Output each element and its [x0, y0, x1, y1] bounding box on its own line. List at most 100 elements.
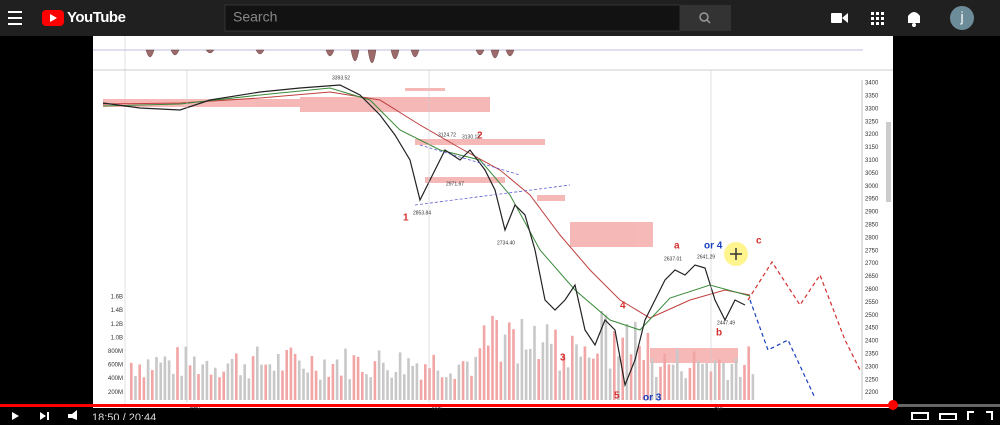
progress-remaining[interactable]: [893, 404, 1000, 407]
volume-bar: [398, 352, 402, 400]
fullscreen-button[interactable]: [967, 411, 993, 420]
volume-bar: [453, 378, 456, 400]
volume-axis-label: 1.4B: [111, 308, 123, 314]
price-axis-label: 2350: [865, 351, 879, 357]
volume-bar: [432, 354, 435, 400]
volume-bar: [629, 354, 633, 400]
volume-bar: [440, 377, 444, 400]
volume-bar: [159, 362, 162, 400]
price-axis-label: 2550: [865, 300, 879, 306]
volume-bar: [625, 324, 629, 400]
volume-bar: [310, 355, 314, 400]
apps-button[interactable]: [871, 12, 884, 25]
miniplayer-button[interactable]: [911, 412, 929, 421]
volume-bar: [659, 366, 662, 400]
volume-bar: [201, 364, 204, 400]
volume-bar: [667, 364, 671, 400]
volume-bar: [188, 365, 192, 400]
volume-bar: [369, 377, 372, 400]
play-button[interactable]: [12, 412, 19, 420]
volume-axis-label: 400M: [108, 376, 123, 382]
indicator-spike: [255, 49, 265, 55]
volume-bar: [138, 364, 141, 400]
volume-bar: [407, 358, 410, 400]
search-button[interactable]: [680, 5, 731, 31]
volume-bar: [730, 363, 734, 400]
volume-bar: [642, 360, 645, 400]
volume-bar: [281, 370, 284, 400]
masthead-svg: YouTube Search j: [8, 4, 974, 32]
volume-bar: [608, 368, 612, 400]
price-note: 3124.72: [438, 132, 456, 138]
volume-bar: [411, 365, 414, 400]
volume-bar: [520, 318, 524, 400]
logo-text: YouTube: [67, 9, 126, 26]
moving-average: [102, 87, 751, 331]
volume-bar: [692, 351, 696, 400]
volume-bar: [289, 347, 293, 400]
search-box[interactable]: [224, 4, 681, 32]
volume-bar: [671, 364, 675, 400]
scrollbar[interactable]: [886, 122, 891, 202]
volume-bar: [172, 373, 175, 400]
volume-bar: [457, 364, 461, 400]
next-button[interactable]: [40, 412, 46, 420]
volume-bar: [529, 348, 532, 400]
volume-bar: [193, 356, 196, 400]
price-note: 2637.01: [664, 256, 682, 262]
progress-played[interactable]: [0, 404, 893, 407]
price-axis-label: 2700: [865, 261, 879, 267]
volume-bar: [558, 370, 561, 400]
price-axis-label: 2300: [865, 364, 879, 370]
logo[interactable]: YouTube: [42, 9, 126, 26]
wave-label: 3: [560, 353, 566, 364]
price-axis-label: 2450: [865, 326, 879, 332]
volume-bar: [424, 364, 427, 400]
volume-bar: [663, 353, 666, 400]
progress-handle[interactable]: [888, 400, 898, 410]
price-axis-label: 2850: [865, 222, 879, 228]
avatar[interactable]: [950, 6, 974, 30]
volume-bar: [617, 356, 620, 400]
volume-bar: [638, 345, 641, 400]
indicator-spike: [145, 49, 155, 58]
volume-bar: [734, 358, 738, 400]
volume-bar: [323, 359, 326, 400]
price-axis-label: 3400: [865, 81, 879, 87]
volume-bar: [356, 356, 360, 400]
volume-bar: [352, 355, 356, 400]
theater-button[interactable]: [939, 413, 957, 421]
wave-label: 2: [477, 131, 483, 142]
volume-bar: [260, 364, 263, 400]
indicator-spike: [475, 49, 485, 56]
volume-bar: [743, 364, 746, 400]
volume-bar: [348, 379, 351, 400]
indicator-spike: [367, 49, 377, 64]
volume-bar: [579, 356, 582, 400]
price-note: 3393.52: [332, 75, 350, 81]
volume-bar: [134, 375, 137, 400]
indicator-spike: [170, 49, 180, 56]
volume-axis-label: 200M: [108, 390, 123, 396]
menu-button[interactable]: [8, 11, 22, 25]
volume-bar: [239, 375, 242, 400]
create-button[interactable]: [831, 13, 848, 23]
indicator-spike: [390, 49, 400, 60]
volume-bar: [151, 370, 154, 400]
notifications-button[interactable]: [908, 12, 920, 27]
wave-label: or 4: [704, 241, 723, 252]
price-axis-label: 2400: [865, 339, 879, 345]
video-player[interactable]: 3400 3350 3300 3250 3200 3150 3100 3050 3000 2950…: [0, 36, 1000, 424]
price-axis-label: 2750: [865, 248, 879, 254]
volume-bar: [142, 377, 146, 400]
price-axis-label: 2250: [865, 377, 879, 383]
volume-bar: [537, 359, 540, 400]
volume-bar: [487, 345, 490, 400]
volume-bar: [646, 332, 650, 400]
volume-button[interactable]: [68, 410, 77, 420]
volume-bar: [684, 378, 687, 400]
price-axis-label: 2900: [865, 210, 879, 216]
volume-bar: [243, 364, 246, 400]
volume-bar: [146, 359, 150, 400]
